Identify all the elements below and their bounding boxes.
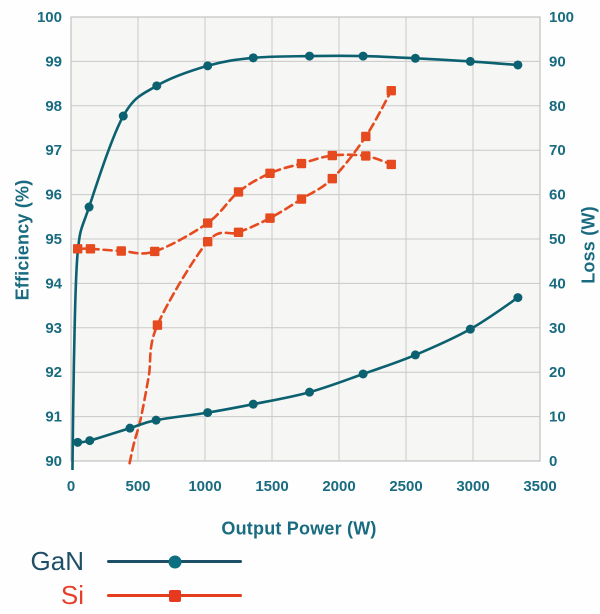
x-tick-label: 3000	[456, 478, 489, 495]
marker-si-efficiency	[116, 246, 126, 256]
x-tick-label: 2000	[322, 478, 355, 495]
marker-si-loss	[265, 213, 275, 223]
marker-gan-efficiency	[84, 202, 94, 212]
marker-gan-loss	[248, 399, 258, 409]
marker-si-efficiency	[85, 244, 96, 254]
y-tick-label-right: 70	[549, 142, 566, 159]
y-tick-label-left: 90	[45, 453, 62, 470]
y-tick-label-left: 91	[45, 409, 62, 426]
si-square-marker-icon	[168, 589, 181, 602]
marker-gan-loss	[151, 415, 161, 425]
y-tick-label-left: 95	[45, 231, 62, 248]
y-tick-label-right: 60	[549, 187, 566, 204]
y-tick-label-right: 100	[549, 9, 574, 26]
legend: GaN Si	[22, 547, 242, 610]
y-axis-title-right: Loss (W)	[578, 206, 599, 284]
marker-gan-loss	[358, 369, 368, 379]
legend-item-si: Si	[22, 581, 242, 610]
y-tick-label-left: 97	[45, 142, 62, 159]
marker-si-efficiency	[73, 244, 83, 254]
marker-si-efficiency	[233, 187, 244, 197]
y-tick-label-right: 50	[549, 231, 566, 248]
x-tick-label: 1500	[255, 478, 288, 495]
y-tick-label-right: 10	[549, 409, 566, 426]
x-tick-label: 2500	[389, 478, 422, 495]
marker-gan-efficiency	[305, 51, 315, 61]
marker-si-loss	[152, 320, 163, 330]
marker-gan-loss	[73, 437, 83, 447]
y-tick-label-left: 96	[45, 187, 62, 204]
marker-si-loss	[202, 236, 213, 247]
marker-gan-loss	[410, 350, 420, 360]
marker-gan-efficiency	[152, 81, 162, 91]
marker-si-efficiency	[202, 218, 213, 228]
marker-gan-efficiency	[203, 61, 213, 71]
marker-gan-efficiency	[465, 56, 475, 66]
y-tick-label-left: 100	[37, 9, 62, 26]
x-tick-label: 0	[67, 478, 75, 495]
x-tick-label: 1000	[188, 478, 221, 495]
plot-border	[70, 16, 541, 462]
y-tick-label-left: 93	[45, 320, 62, 337]
marker-gan-loss	[203, 408, 213, 418]
marker-si-efficiency	[265, 168, 275, 178]
legend-line-gan	[107, 555, 242, 568]
marker-gan-loss	[513, 293, 523, 303]
marker-gan-loss	[125, 423, 135, 433]
marker-si-loss	[361, 131, 371, 142]
y-tick-label-left: 99	[45, 53, 62, 70]
y-tick-label-left: 98	[45, 98, 62, 115]
marker-si-efficiency	[150, 246, 160, 257]
marker-gan-loss	[85, 436, 95, 446]
marker-gan-efficiency	[410, 53, 420, 63]
legend-label-gan: GaN	[30, 546, 84, 576]
y-tick-label-left: 94	[45, 275, 62, 292]
legend-label-si: Si	[60, 580, 84, 610]
gan-circle-marker-icon	[168, 555, 181, 568]
marker-si-loss	[386, 86, 396, 96]
y-tick-label-right: 80	[549, 98, 566, 115]
marker-si-efficiency	[386, 159, 396, 170]
x-axis-title: Output Power (W)	[221, 518, 377, 539]
marker-si-loss	[327, 173, 337, 184]
y-tick-label-right: 40	[549, 275, 566, 292]
marker-gan-efficiency	[118, 111, 128, 121]
y-tick-label-right: 20	[549, 364, 566, 381]
marker-gan-efficiency	[248, 53, 258, 63]
y-axis-title-left: Efficiency (%)	[12, 179, 33, 301]
x-tick-label: 500	[125, 478, 150, 495]
legend-item-gan: GaN	[22, 547, 242, 576]
marker-gan-efficiency	[358, 51, 368, 61]
marker-si-efficiency	[296, 158, 307, 169]
marker-si-efficiency	[361, 151, 371, 161]
marker-gan-efficiency	[513, 60, 523, 70]
y-tick-label-right: 90	[549, 53, 566, 70]
legend-line-si	[107, 589, 242, 602]
x-tick-label: 3500	[523, 478, 556, 495]
marker-gan-loss	[305, 387, 315, 397]
y-tick-label-right: 30	[549, 320, 566, 337]
y-tick-label-left: 92	[45, 364, 62, 381]
marker-gan-loss	[465, 324, 475, 334]
marker-si-loss	[233, 227, 244, 238]
marker-si-loss	[296, 194, 307, 204]
marker-si-efficiency	[327, 150, 337, 161]
y-tick-label-right: 0	[549, 453, 557, 470]
